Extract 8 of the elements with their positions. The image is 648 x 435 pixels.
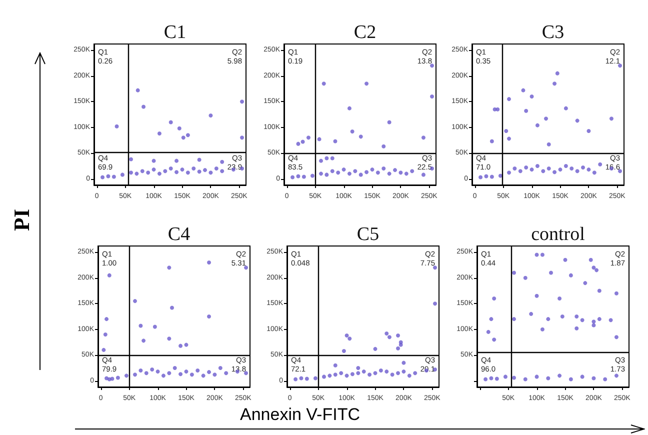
- x-axis-title: Annexin V-FITC: [240, 405, 360, 425]
- chart-title: C5: [356, 224, 380, 245]
- chart-title: C2: [354, 22, 376, 43]
- chart-title: C3: [542, 22, 564, 43]
- y-axis-title: PI: [9, 209, 35, 231]
- chart-title: C1: [164, 22, 186, 43]
- chart-title: C4: [168, 224, 191, 245]
- chart-title: control: [531, 224, 585, 245]
